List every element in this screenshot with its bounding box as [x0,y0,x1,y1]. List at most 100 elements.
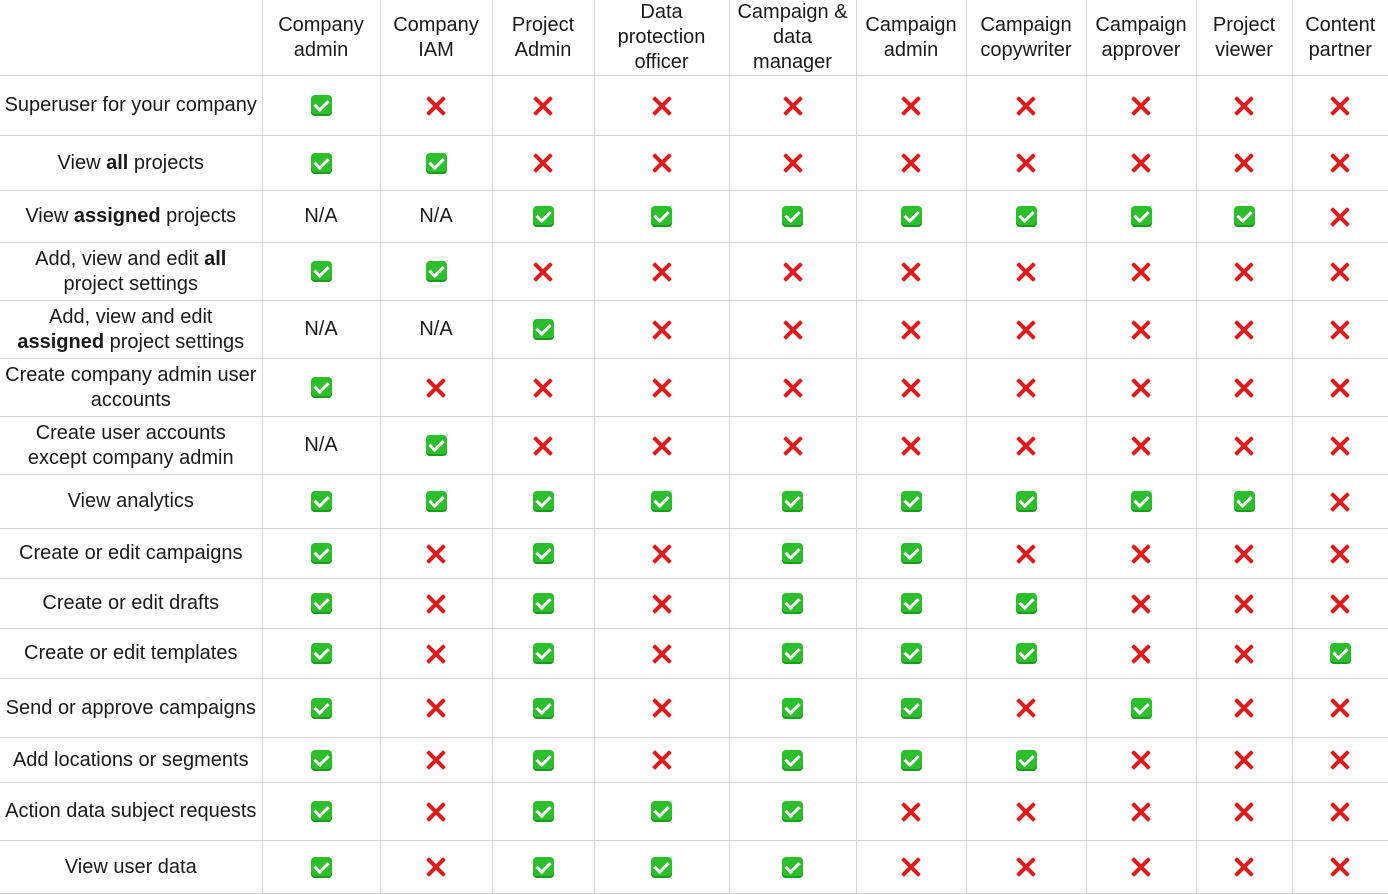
check-mark-icon [310,95,332,117]
role-header-project-viewer: Project viewer [1195,0,1293,76]
cross-mark-icon [1233,697,1255,719]
permission-cell [1195,628,1293,679]
cross-mark-icon [1130,319,1152,341]
not-applicable-text: N/A [304,434,338,456]
permission-cell: N/A [261,300,381,359]
cross-mark-icon [651,95,673,117]
permission-cell [379,578,493,629]
permission-cell [965,474,1087,529]
permission-label: Add, view and edit all project settings [0,242,263,301]
permission-cell [728,528,857,579]
permission-cell [965,300,1087,359]
permission-cell [965,678,1087,738]
permission-label-text: projects [128,151,204,174]
permission-cell [261,75,381,136]
permission-row: Create company admin user accounts [0,358,1388,417]
permission-cell [1195,474,1293,529]
permission-cell [855,528,967,579]
permission-cell [491,840,595,894]
permission-row: Add locations or segments [0,737,1388,783]
permission-cell [379,358,493,417]
check-mark-icon [1233,206,1255,228]
cross-mark-icon [651,261,673,283]
permission-row: View assigned projects N/A N/A [0,190,1388,243]
cross-mark-icon [1329,95,1351,117]
cross-mark-icon [1329,801,1351,823]
check-mark-icon [782,749,803,771]
permission-cell [965,782,1087,841]
cross-mark-icon [425,801,447,823]
permission-cell [1291,678,1388,738]
corner-cell [0,0,263,76]
permission-cell [1291,628,1388,679]
check-mark-icon [532,206,554,228]
cross-mark-icon [900,435,922,457]
permission-cell [855,840,967,894]
cross-mark-icon [1130,643,1152,665]
permission-cell [728,578,857,629]
permission-label-text: View [25,205,74,227]
permission-cell [1195,358,1293,417]
cross-mark-icon [1015,697,1037,719]
permission-cell [965,416,1087,475]
permission-cell [379,416,493,475]
permission-cell [855,242,967,301]
cross-mark-icon [425,856,447,878]
permission-cell [491,135,595,191]
cross-mark-icon [782,435,804,457]
permission-cell [593,737,730,783]
permission-cell [1291,782,1388,841]
permission-label: Create or edit campaigns [0,528,263,579]
cross-mark-icon [1329,435,1351,457]
permission-label: Send or approve campaigns [0,678,263,738]
check-mark-icon [310,643,332,665]
permission-label-text: Create or edit templates [24,642,238,664]
check-mark-icon [1329,643,1351,665]
cross-mark-icon [1130,261,1152,283]
permission-cell [1195,678,1293,738]
cross-mark-icon [1130,749,1152,771]
permission-cell [728,358,857,417]
check-mark-icon [532,749,554,771]
permission-cell: N/A [379,190,493,243]
cross-mark-icon [1329,593,1351,615]
cross-mark-icon [1233,152,1255,174]
permission-cell [1195,135,1293,191]
permission-cell [491,528,595,579]
cross-mark-icon [1130,543,1152,565]
check-mark-icon [782,801,803,823]
permission-cell [491,75,595,136]
permission-cell [261,782,381,841]
check-mark-icon [1015,206,1037,228]
permission-label: View assigned projects [0,190,263,243]
permission-row: Create or edit drafts [0,578,1388,629]
check-mark-icon [900,491,922,513]
check-mark-icon [1015,491,1037,513]
permission-cell [1195,840,1293,894]
check-mark-icon [782,543,803,565]
cross-mark-icon [651,697,673,719]
permission-cell [1291,190,1388,243]
permission-cell [1291,840,1388,894]
permission-label-text: Add locations or segments [12,748,249,771]
permission-cell [1291,300,1388,359]
permission-cell: N/A [261,190,381,243]
permission-cell [965,135,1087,191]
header-row: Company admin Company IAM Project Admin … [0,0,1388,76]
check-mark-icon [651,856,672,878]
not-applicable-text: N/A [304,205,338,227]
check-mark-icon [900,643,922,665]
check-mark-icon [1015,749,1037,771]
permission-label-text: Create company admin user accounts [5,363,257,411]
cross-mark-icon [425,593,447,615]
permission-row: View analytics [0,474,1388,529]
permission-cell [593,300,730,359]
check-mark-icon [900,749,922,771]
cross-mark-icon [1233,643,1255,665]
permission-cell [261,528,381,579]
permission-cell [491,416,595,475]
permission-cell [855,782,967,841]
permission-cell [855,578,967,629]
permission-label-text: project settings [63,272,198,295]
cross-mark-icon [1130,593,1152,615]
